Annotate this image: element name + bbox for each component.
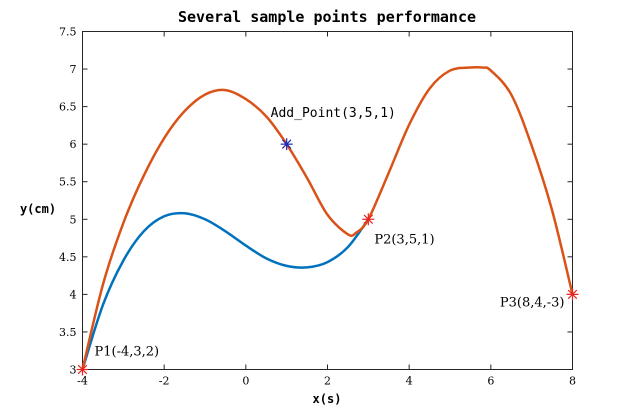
- y-tick-label: 3: [70, 364, 77, 377]
- annotation-layer: P1(-4,3,2) P2(3,5,1) P3(8,4,-3) Add_Point(3…: [95, 106, 565, 359]
- x-tick-label: -4: [77, 375, 88, 388]
- y-tick-label: 6: [70, 138, 77, 151]
- y-tick-label: 3.5: [59, 326, 77, 339]
- y-tick-label: 6.5: [59, 101, 77, 114]
- y-tick-label: 4: [70, 288, 77, 301]
- y-tick-label: 7.5: [59, 26, 77, 39]
- y-tick-label: 5: [70, 213, 77, 226]
- point-annotation: P2(3,5,1): [374, 232, 434, 247]
- point-annotation: P1(-4,3,2): [95, 345, 160, 360]
- x-tick-label: 0: [242, 375, 249, 388]
- series-line-1: [81, 211, 370, 370]
- x-tick-label: 6: [487, 375, 494, 388]
- x-tick-label: 4: [406, 375, 413, 388]
- marker-point: [76, 363, 89, 376]
- chart-title: Several sample points performance: [178, 8, 476, 26]
- marker-point: [566, 288, 579, 301]
- x-axis-label: x(s): [313, 392, 342, 406]
- x-tick-labels: -4 -2 0 2 4 6 8: [77, 375, 576, 388]
- point-annotation: P3(8,4,-3): [500, 295, 565, 310]
- marker-point: [362, 213, 375, 226]
- plot-area: [82, 31, 573, 370]
- y-tick-labels: 3 3.5 4 4.5 5 5.5 6 6.5 7 7.5: [59, 26, 77, 377]
- y-tick-label: 4.5: [59, 251, 77, 264]
- marker-point: [280, 138, 293, 151]
- x-tick-label: 8: [569, 375, 576, 388]
- axis-ticks: [82, 31, 573, 370]
- x-tick-label: -2: [159, 375, 170, 388]
- y-tick-label: 5.5: [59, 176, 77, 189]
- x-tick-label: 2: [324, 375, 331, 388]
- y-axis-label: y(cm): [20, 202, 56, 216]
- series-layer: [81, 65, 574, 370]
- point-annotation: Add_Point(3,5,1): [271, 106, 396, 121]
- marker-layer: [76, 138, 579, 376]
- y-tick-label: 7: [70, 63, 77, 76]
- series-line-2: [81, 65, 574, 370]
